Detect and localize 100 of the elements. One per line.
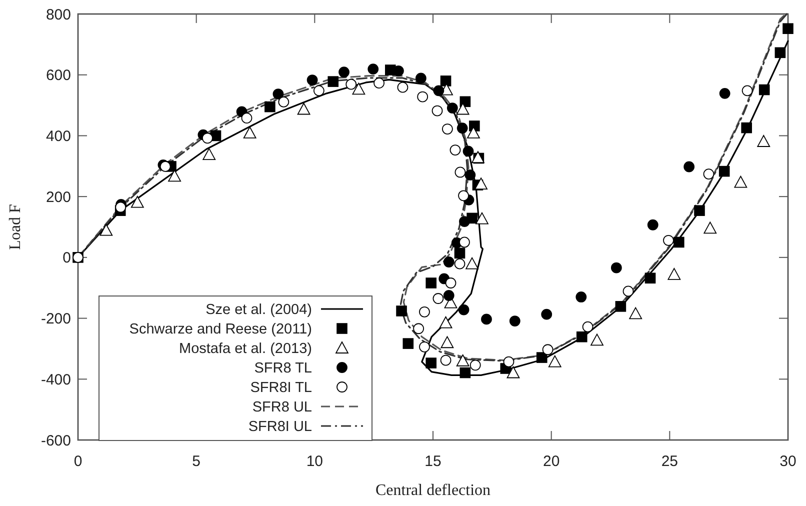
y-axis-title: Load F [7,204,24,250]
point [419,306,430,318]
point [506,366,520,378]
point [130,196,144,208]
point [413,323,424,334]
point [774,47,786,58]
point [576,331,588,342]
point [703,168,714,180]
point [615,301,626,312]
point [782,23,794,34]
point [243,126,256,138]
x-axis-title: Central deflection [375,482,491,499]
point [168,170,182,182]
x-tick-label: 15 [424,453,442,470]
y-tick-label: -400 [40,371,71,388]
point [432,105,443,116]
point [328,76,339,87]
y-tick-label: -200 [40,310,71,328]
point [278,96,290,108]
point [576,292,587,302]
point [464,170,476,180]
point [734,176,748,188]
point [719,88,730,99]
point [445,278,456,288]
point [442,124,453,134]
legend-label: SFR8I UL [248,419,312,436]
point [718,166,730,177]
y-tick-label: 800 [46,6,71,24]
point [419,341,430,352]
point [647,219,658,230]
point [396,306,407,316]
point [433,85,444,96]
point [548,355,562,368]
point [454,248,466,259]
point [397,82,408,93]
point [443,256,454,268]
point [450,144,461,156]
x-tick-label: 30 [780,453,796,470]
point [474,178,488,190]
legend-label: SFR8I TL [250,380,312,396]
point [542,344,554,356]
point [426,358,437,368]
legend-label: Mostafa et al. (2013) [179,341,312,358]
x-tick-label: 5 [192,453,201,470]
point [456,122,468,134]
point [582,321,594,332]
point [443,290,454,301]
point [440,76,452,86]
point [458,190,469,202]
point [684,161,695,172]
point [440,354,452,366]
point [663,234,674,246]
point [306,74,318,86]
point [509,316,520,326]
point [470,360,481,371]
point [741,122,752,134]
point [374,78,384,89]
point [459,216,470,227]
point [346,78,357,90]
point [590,334,604,346]
point [610,262,622,274]
point [467,126,480,138]
point [460,367,471,378]
point [440,336,454,348]
point [462,146,474,157]
point [536,352,548,363]
y-tick-label: 200 [46,188,71,206]
point [439,316,452,328]
y-tick-label: 0 [62,250,71,267]
point [100,224,113,236]
legend-label: Sze et al. (2004) [206,302,312,318]
point [446,102,458,114]
point [338,66,350,78]
legend-label: Schwarze and Reese (2011) [129,322,312,338]
point [668,268,681,280]
y-tick-label: 400 [46,128,71,145]
point [115,202,126,213]
point [629,307,642,320]
legend-label: SFR8 UL [252,400,312,416]
point [264,101,276,112]
point [742,85,753,96]
point [758,84,770,96]
point [459,236,470,248]
y-tick-label: -600 [40,432,71,450]
y-tick-label: 600 [46,67,71,84]
point [704,222,717,234]
point [352,82,366,95]
x-tick-label: 0 [74,453,82,470]
point [426,278,437,288]
point [503,356,514,368]
point [272,88,284,100]
point [476,212,488,224]
x-tick-label: 20 [542,453,560,470]
x-tick-label: 25 [661,453,678,470]
point [456,102,470,115]
point [202,132,213,144]
point [541,308,552,320]
point [458,304,470,316]
point [466,257,478,270]
point [481,314,492,325]
